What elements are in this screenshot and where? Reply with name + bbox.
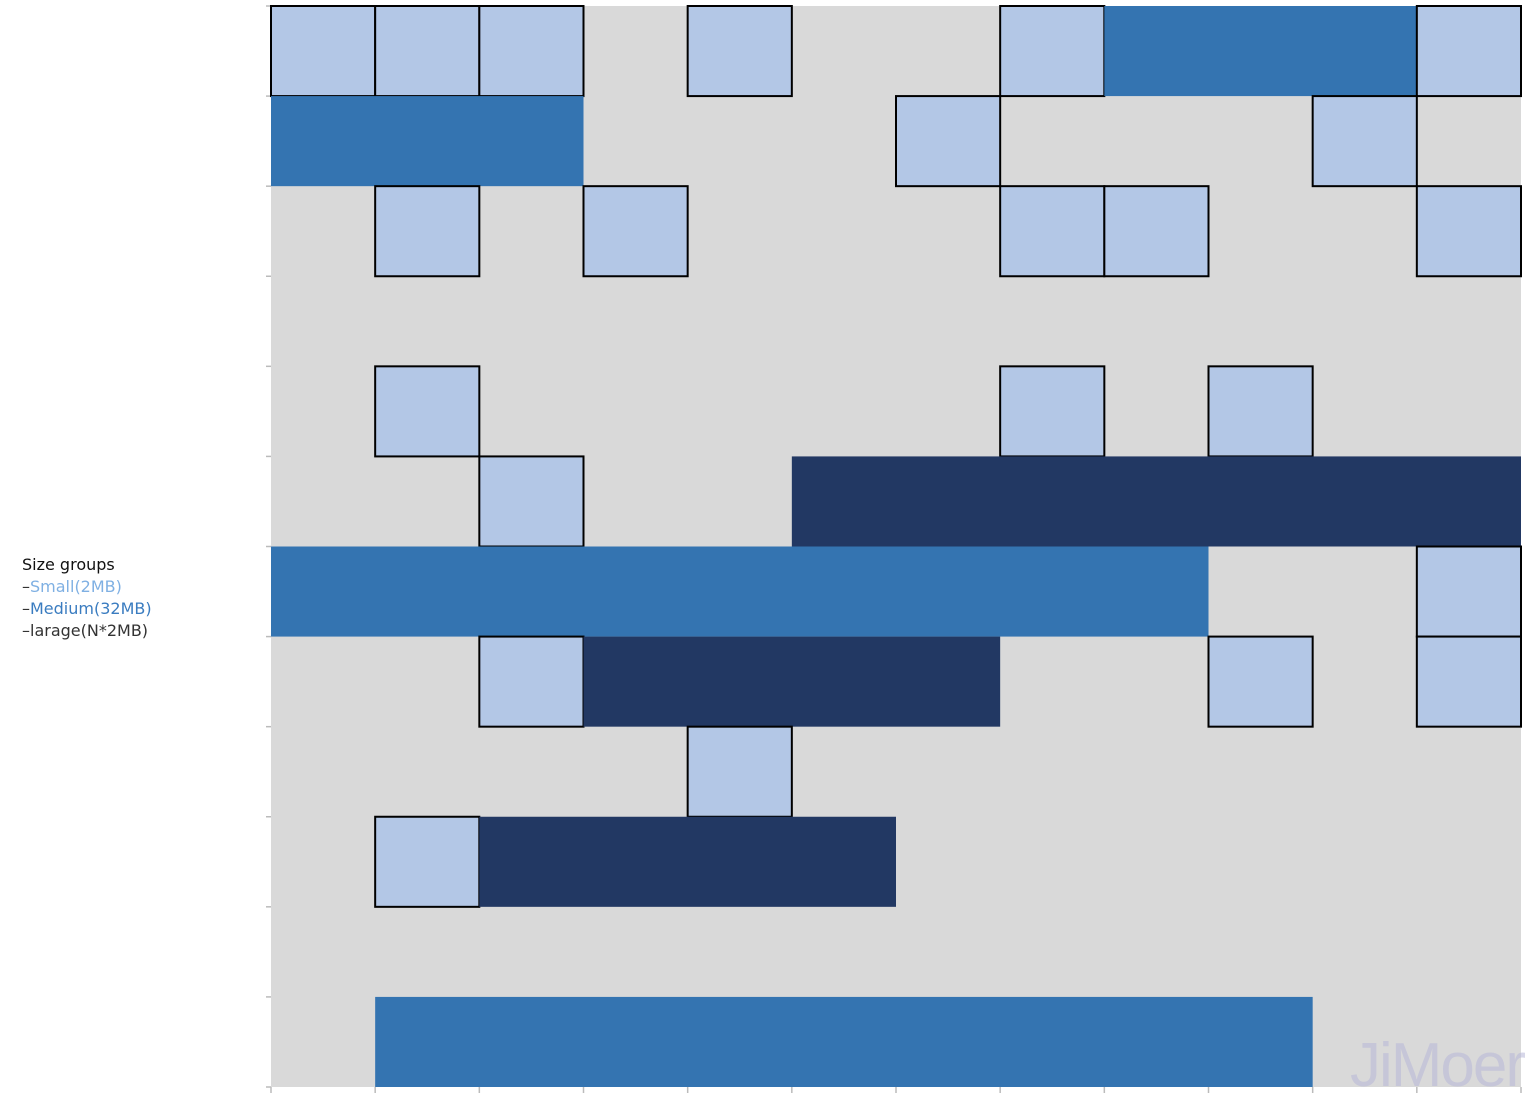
block-small	[1415, 545, 1523, 638]
block-large	[583, 636, 1001, 727]
block-large	[791, 456, 1521, 547]
legend-item-medium: –Medium(32MB)	[22, 599, 152, 618]
block-medium	[271, 96, 584, 187]
block-small	[895, 95, 1002, 188]
legend-item-small: –Small(2MB)	[22, 577, 122, 596]
legend-title: Size groups	[22, 555, 115, 574]
block-small	[1207, 635, 1314, 728]
block-small	[999, 365, 1106, 458]
block-medium	[1104, 6, 1417, 97]
block-small	[478, 455, 585, 548]
block-small	[478, 5, 585, 98]
block-small	[1207, 365, 1314, 458]
block-small	[1415, 635, 1523, 728]
watermark: JiMoer	[1350, 1031, 1526, 1100]
legend-label-large: larage(N*2MB)	[30, 621, 149, 640]
legend-label-small: Small(2MB)	[30, 577, 122, 596]
block-small	[999, 5, 1106, 98]
legend: Size groups –Small(2MB) –Medium(32MB) –l…	[22, 554, 152, 642]
block-small	[582, 185, 689, 278]
block-small	[374, 365, 481, 458]
block-small	[1415, 5, 1523, 98]
block-large	[479, 816, 896, 907]
block-small	[999, 185, 1106, 278]
block-small	[374, 5, 481, 98]
block-small	[1311, 95, 1418, 188]
block-medium	[375, 996, 1313, 1087]
block-small	[374, 185, 481, 278]
legend-label-medium: Medium(32MB)	[30, 599, 152, 618]
block-medium	[271, 546, 1209, 637]
legend-item-large: –larage(N*2MB)	[22, 621, 149, 640]
block-small	[686, 5, 793, 98]
block-small	[1103, 185, 1210, 278]
block-small	[374, 815, 481, 908]
block-small	[1415, 185, 1523, 278]
block-small	[478, 635, 585, 728]
block-small	[686, 725, 793, 818]
block-small	[270, 5, 377, 98]
